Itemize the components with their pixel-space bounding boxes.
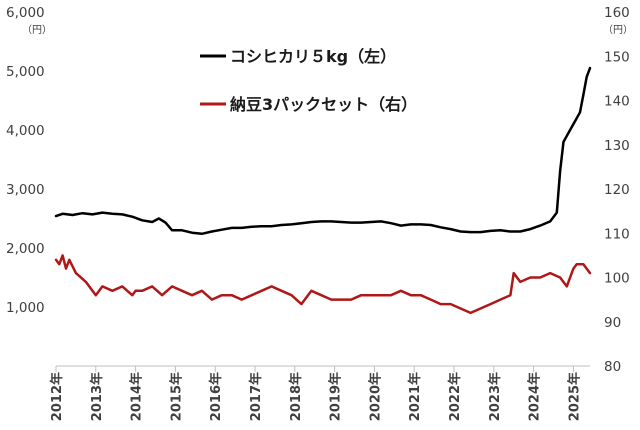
x-tick-label: 2021年 xyxy=(407,372,423,421)
legend-label: 納豆3パックセット（右） xyxy=(230,95,417,114)
x-tick-label: 2023年 xyxy=(487,372,503,421)
legend-label: コシヒカリ５kg（左） xyxy=(230,47,396,66)
y-left-tick-label: 4,000 xyxy=(6,123,45,139)
y-right-tick-label: 120 xyxy=(604,182,630,198)
x-tick-label: 2012年 xyxy=(49,372,65,421)
x-tick-label: 2017年 xyxy=(248,372,264,421)
series-line-koshihikari xyxy=(54,66,592,236)
y-right-tick-label: 160 xyxy=(604,5,630,21)
y-right-tick-label: 110 xyxy=(604,226,630,242)
x-tick-label: 2015年 xyxy=(168,372,184,421)
y-right-tick-label: 90 xyxy=(604,315,621,331)
x-tick-label: 2018年 xyxy=(288,372,304,421)
series-line-natto xyxy=(54,254,592,315)
series-group xyxy=(54,66,592,315)
y-right-tick-label: 140 xyxy=(604,94,630,110)
x-tick-label: 2013年 xyxy=(89,372,105,421)
x-tick-label: 2014年 xyxy=(129,372,145,421)
y-left-tick-label: 5,000 xyxy=(6,64,45,80)
x-tick-label: 2024年 xyxy=(527,372,543,421)
x-tick-label: 2025年 xyxy=(566,372,582,421)
y-left-tick-label: 2,000 xyxy=(6,241,45,257)
x-tick-label: 2020年 xyxy=(367,372,383,421)
x-tick-label: 2019年 xyxy=(328,372,344,421)
y-right-tick-label: 100 xyxy=(604,271,630,287)
y-left-tick-label: 6,000 xyxy=(6,5,45,21)
y-right-tick-label: 80 xyxy=(604,359,621,375)
y-left-tick-label: 1,000 xyxy=(6,300,45,316)
y-left-tick-label: 3,000 xyxy=(6,182,45,198)
x-tick-label: 2016年 xyxy=(208,372,224,421)
y-right-tick-label: 150 xyxy=(604,49,630,65)
y-right-unit-label: （円） xyxy=(603,24,633,36)
y-right-tick-label: 130 xyxy=(604,138,630,154)
legend: コシヒカリ５kg（左） 納豆3パックセット（右） xyxy=(200,47,417,114)
y-left-unit-label: （円） xyxy=(22,24,52,36)
axes-group: 1,000 2,000 3,000 4,000 5,000 6,000 （円） 80 90 100… xyxy=(6,5,633,421)
x-tick-label: 2022年 xyxy=(447,372,463,421)
